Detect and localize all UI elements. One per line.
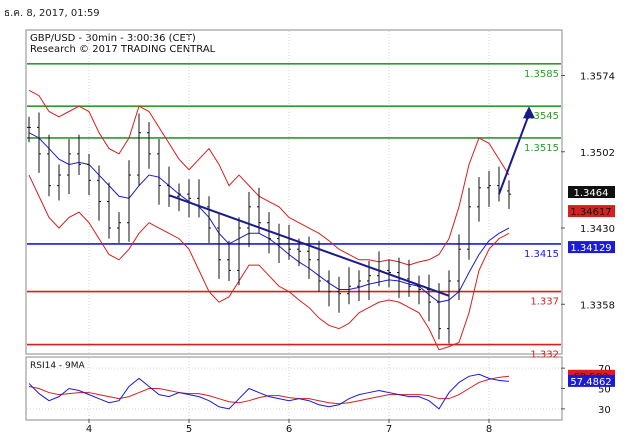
- x-tick-label: 6: [286, 424, 292, 435]
- chart-title: GBP/USD - 30min - 3:00:36 (CET): [30, 33, 196, 44]
- rsi-value-tag-box: [568, 374, 615, 387]
- price-tag: 1.3464: [568, 186, 615, 199]
- price-bar: [37, 112, 41, 173]
- x-tick-label: 7: [386, 424, 392, 435]
- level-label: 1.3585: [524, 69, 559, 80]
- price-bar: [287, 224, 291, 260]
- price-bar: [157, 139, 161, 205]
- price-bar: [417, 275, 421, 305]
- x-tick-label: 8: [486, 424, 492, 435]
- downtrend-line: [168, 194, 450, 297]
- y-tick-label: 1.3502: [580, 148, 615, 159]
- lower-band-line: [28, 174, 510, 351]
- price-bar: [227, 240, 231, 281]
- price-bar: [297, 238, 301, 267]
- rsi-y-tick-label: 70: [598, 364, 611, 375]
- chart-subtitle: Research © 2017 TRADING CENTRAL: [30, 44, 216, 55]
- price-bar: [357, 270, 361, 302]
- y-tick-label: 1.3574: [580, 71, 615, 82]
- price-bar: [477, 177, 481, 222]
- price-bar: [77, 134, 81, 176]
- price-bar: [47, 134, 51, 197]
- price-bar: [57, 164, 61, 201]
- y-tick-label: 1.3430: [580, 224, 615, 235]
- price-tag: 1.34617: [568, 205, 615, 218]
- price-bar: [147, 122, 151, 169]
- rsi-title: RSI14 - 9MA: [30, 361, 86, 371]
- price-tag-label: 1.3464: [574, 188, 609, 199]
- x-tick-label: 4: [86, 424, 92, 435]
- price-bar: [457, 234, 461, 301]
- price-bar: [97, 165, 101, 221]
- price-bar: [217, 213, 221, 279]
- timestamp: ธ.ค. 8, 2017, 01:59: [4, 8, 100, 19]
- rsi-value-tag-label: 57.4862: [570, 377, 611, 388]
- rsi-line: [28, 373, 510, 410]
- level-label: 1.3545: [524, 111, 559, 122]
- rsi-value-tag: 57.4862: [568, 374, 615, 388]
- price-bar: [467, 187, 471, 260]
- price-bar: [307, 236, 311, 279]
- price-tag-box: [568, 241, 615, 254]
- price-bar: [447, 270, 451, 344]
- projection-arrow-shaft: [498, 113, 530, 195]
- price-tag: 1.34129: [568, 241, 615, 254]
- level-label: 1.3415: [524, 249, 559, 260]
- price-bar: [187, 179, 191, 218]
- rsi-y-tick-label: 50: [598, 385, 611, 396]
- price-bar: [407, 259, 411, 297]
- level-label: 1.3515: [524, 143, 559, 154]
- rsi-y-tick-label: 30: [598, 405, 611, 416]
- price-bar: [487, 170, 491, 207]
- price-bar: [337, 276, 341, 313]
- price-bar: [237, 217, 241, 286]
- price-bar: [107, 182, 111, 239]
- projection-arrow-head: [523, 106, 535, 119]
- price-tag-box: [568, 186, 615, 198]
- price-bar: [67, 139, 71, 195]
- price-bar: [247, 192, 251, 248]
- main-panel-frame: [25, 29, 563, 355]
- x-tick-label: 5: [186, 424, 192, 435]
- price-bar: [267, 212, 271, 254]
- price-tag-label: 1.34129: [570, 243, 611, 254]
- price-bar: [277, 223, 281, 263]
- rsi-ma-line: [28, 375, 510, 405]
- price-bar: [137, 113, 141, 186]
- price-bar: [117, 212, 121, 243]
- upper-band-line: [28, 89, 510, 266]
- price-tag-box: [568, 205, 615, 218]
- price-bar: [327, 270, 331, 307]
- price-bar: [257, 187, 261, 234]
- price-bar: [347, 267, 351, 305]
- price-bar: [27, 116, 31, 143]
- price-bar: [87, 153, 91, 196]
- level-label: 1.332: [530, 350, 559, 361]
- price-tag-label: 1.34617: [570, 207, 611, 218]
- price-bar: [177, 183, 181, 212]
- level-label: 1.337: [530, 297, 559, 308]
- price-bar: [207, 196, 211, 243]
- rsi-panel-frame: [25, 356, 563, 421]
- price-bar: [127, 160, 131, 242]
- y-tick-label: 1.3358: [580, 300, 615, 311]
- price-bar: [507, 180, 511, 209]
